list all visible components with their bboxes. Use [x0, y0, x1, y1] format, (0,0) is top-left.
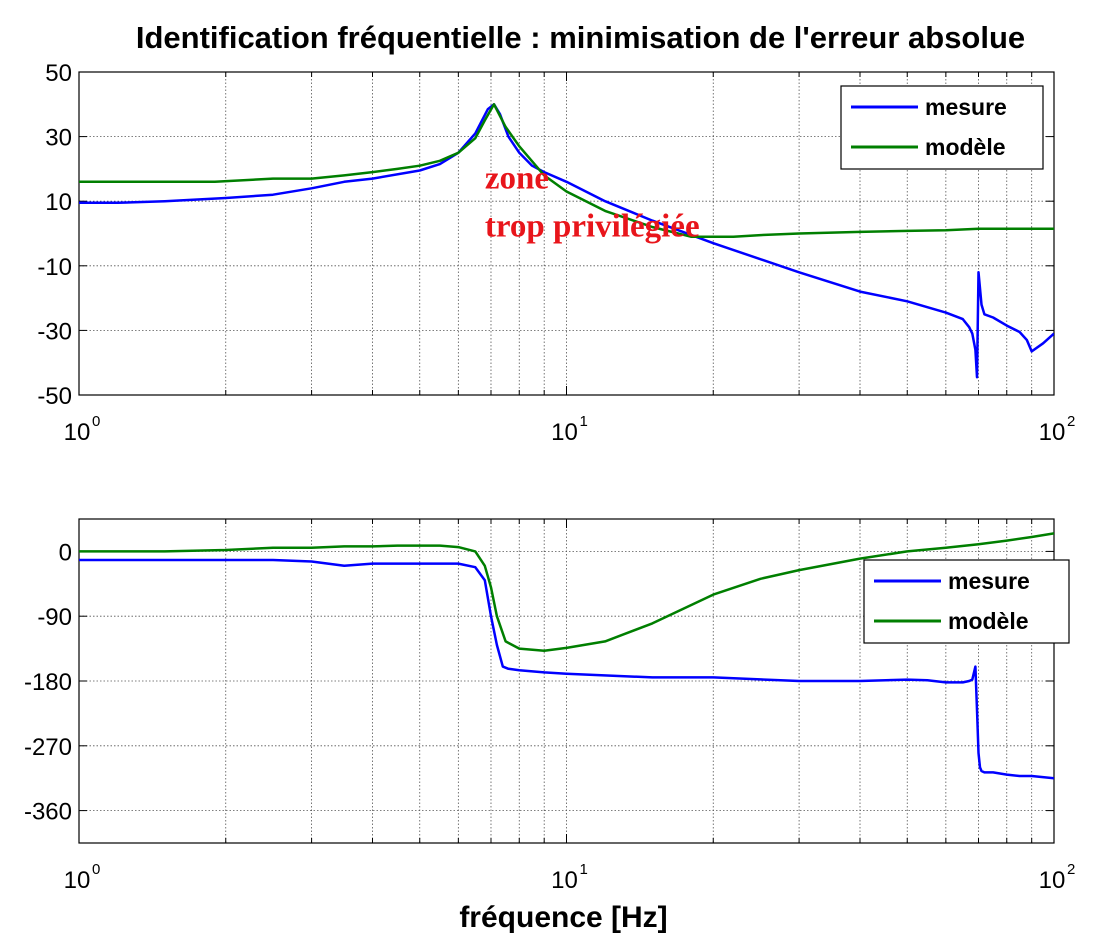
y-tick-label: -30: [37, 318, 72, 345]
series-line-mesure: [79, 103, 1054, 379]
x-tick-label: 10: [551, 419, 578, 446]
y-tick-label: -10: [37, 254, 72, 281]
x-tick-label: 10: [551, 867, 578, 894]
x-tick-exponent: 0: [92, 861, 100, 878]
series-line-modele: [79, 103, 1054, 238]
chart-title: Identification fréquentielle : minimisat…: [136, 20, 1025, 55]
annotation-text: trop privilégiée: [485, 209, 700, 245]
y-tick-label: 30: [45, 125, 72, 152]
y-tick-label: -180: [24, 669, 72, 696]
x-tick-exponent: 1: [580, 413, 588, 430]
y-tick-label: -270: [24, 734, 72, 761]
series-line-modele: [79, 532, 1054, 653]
x-axis-label: fréquence [Hz]: [459, 901, 667, 934]
legend-box: [840, 85, 1044, 170]
y-tick-label: 10: [45, 189, 72, 216]
legend-label: mesure: [948, 568, 1030, 594]
x-tick-label: 10: [1039, 867, 1066, 894]
x-tick-label: 10: [64, 419, 91, 446]
x-tick-exponent: 0: [92, 413, 100, 430]
y-tick-label: 0: [59, 539, 72, 566]
x-tick-label: 10: [64, 867, 91, 894]
x-tick-exponent: 1: [580, 861, 588, 878]
x-tick-exponent: 2: [1067, 861, 1075, 878]
annotation-text: zone: [485, 160, 549, 196]
y-tick-label: -50: [37, 383, 72, 410]
legend-label: modèle: [925, 134, 1006, 160]
y-tick-label: -360: [24, 799, 72, 826]
y-tick-label: 50: [45, 60, 72, 87]
legend-box: [863, 559, 1070, 644]
x-tick-label: 10: [1039, 419, 1066, 446]
legend-label: modèle: [948, 608, 1029, 634]
x-tick-exponent: 2: [1067, 413, 1075, 430]
series-line-mesure: [79, 558, 1054, 780]
y-tick-label: -90: [37, 604, 72, 631]
legend-label: mesure: [925, 94, 1007, 120]
